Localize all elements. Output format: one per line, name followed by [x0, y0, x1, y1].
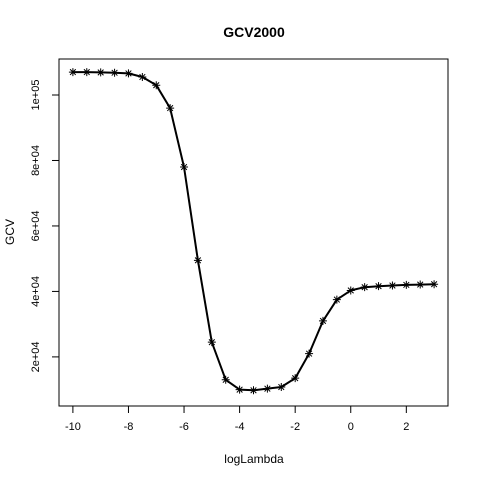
y-axis: 2e+04 4e+04 6e+04 8e+04 1e+05	[30, 80, 60, 372]
x-tick-label: -10	[65, 421, 81, 433]
x-tick-label: -2	[290, 421, 300, 433]
x-tick-label: 0	[348, 421, 354, 433]
data-point-marker	[124, 69, 133, 78]
y-axis-label: GCV	[3, 219, 17, 245]
data-point-marker	[193, 256, 202, 265]
x-tick-label: -6	[179, 421, 189, 433]
data-point-marker	[221, 375, 230, 384]
plot-frame	[58, 58, 449, 407]
gcv-series-line	[72, 71, 435, 392]
y-tick-label: 6e+04	[30, 210, 42, 241]
data-point-marker	[346, 286, 355, 295]
x-tick-label: -4	[235, 421, 245, 433]
x-tick-label: -8	[124, 421, 134, 433]
data-point-marker	[388, 281, 397, 290]
data-point-marker	[416, 280, 425, 289]
y-tick-label: 8e+04	[30, 145, 42, 176]
x-axis: -10 -8 -6 -4 -2 0 2	[65, 405, 409, 433]
x-axis-label: logLambda	[224, 452, 284, 466]
y-tick-label: 1e+05	[30, 80, 42, 111]
data-point-marker	[318, 316, 327, 325]
data-point-marker	[249, 386, 258, 395]
data-point-marker	[207, 338, 216, 347]
data-point-marker	[374, 282, 383, 291]
data-point-marker	[360, 283, 369, 292]
data-point-marker	[166, 104, 175, 113]
data-point-marker	[430, 280, 439, 289]
data-point-marker	[332, 295, 341, 304]
chart-title: GCV2000	[223, 24, 285, 40]
data-point-marker	[152, 81, 161, 90]
gcv-series-markers	[68, 68, 439, 395]
data-point-marker	[138, 73, 147, 82]
data-point-marker	[68, 68, 77, 77]
data-point-marker	[263, 384, 272, 393]
x-tick-label: 2	[403, 421, 409, 433]
data-point-marker	[277, 383, 286, 392]
data-point-marker	[82, 68, 91, 77]
data-point-marker	[180, 163, 189, 172]
data-point-marker	[110, 68, 119, 77]
y-tick-label: 2e+04	[30, 341, 42, 372]
data-point-marker	[291, 374, 300, 383]
data-point-marker	[305, 349, 314, 358]
data-point-marker	[235, 385, 244, 394]
data-point-marker	[96, 68, 105, 77]
data-point-marker	[402, 280, 411, 289]
y-tick-label: 4e+04	[30, 276, 42, 307]
